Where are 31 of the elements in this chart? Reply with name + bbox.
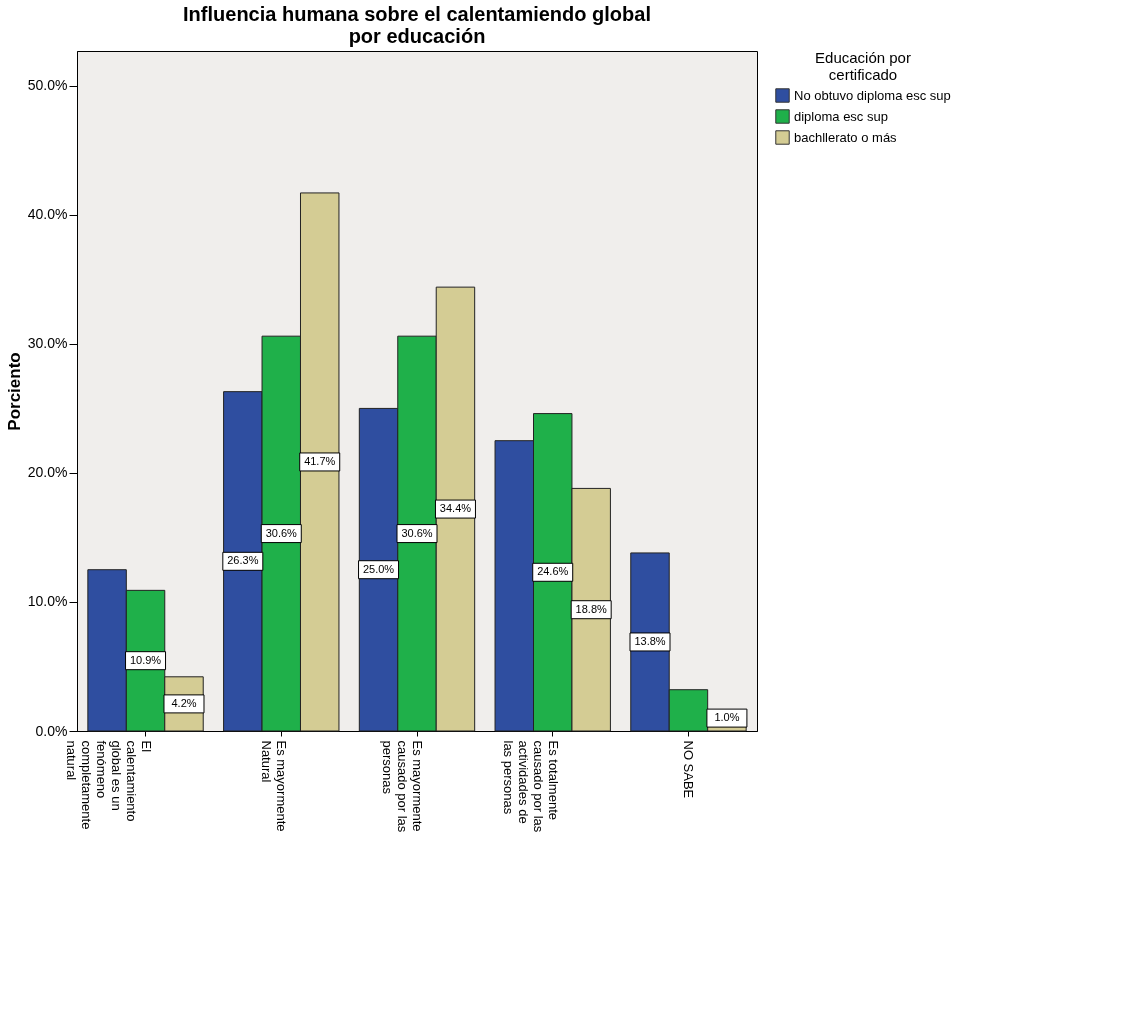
data-label: 4.2% xyxy=(171,696,197,709)
data-label: 10.9% xyxy=(129,653,162,666)
data-label: 30.6% xyxy=(401,526,433,539)
text: Influencia humana sobre el calentamiendo global xyxy=(183,3,651,25)
data-label: 34.4% xyxy=(439,502,472,515)
data-label: 26.3% xyxy=(227,554,259,567)
legend-label: bachllerato o más xyxy=(794,129,898,145)
x-tick-label: Es mayormente causado por las personas xyxy=(380,740,425,833)
text: certificado xyxy=(828,66,898,83)
y-tick-label: 40.0% xyxy=(27,206,68,223)
y-tick-label: 10.0% xyxy=(27,593,68,610)
y-tick-label: 50.0% xyxy=(27,77,68,94)
x-tick-label: Es mayormente Natural xyxy=(259,740,290,832)
data-label: 13.8% xyxy=(634,634,666,647)
y-tick-label: 0.0% xyxy=(35,722,68,739)
y-tick-label: 20.0% xyxy=(27,464,68,481)
x-tick-label: NO SABE xyxy=(681,740,697,799)
data-label: 24.6% xyxy=(537,565,569,578)
legend-label: diploma esc sup xyxy=(794,108,888,124)
x-tick-label: Es totalmente causado por las actividades de las personas xyxy=(500,740,561,833)
text: Educación por xyxy=(815,49,911,66)
legend-label: No obtuvo diploma esc sup xyxy=(794,87,951,103)
x-tick-label: El calentamiento global es un fenómeno completamente natural xyxy=(63,740,154,830)
data-label: 1.0% xyxy=(714,711,740,724)
text: por educación xyxy=(348,25,486,47)
y-axis-title: Porciento xyxy=(4,352,24,431)
y-tick-label: 30.0% xyxy=(27,335,68,352)
data-label: 41.7% xyxy=(304,454,336,467)
data-label: 18.8% xyxy=(575,602,607,615)
data-label: 25.0% xyxy=(362,562,395,575)
data-label: 30.6% xyxy=(265,526,298,539)
